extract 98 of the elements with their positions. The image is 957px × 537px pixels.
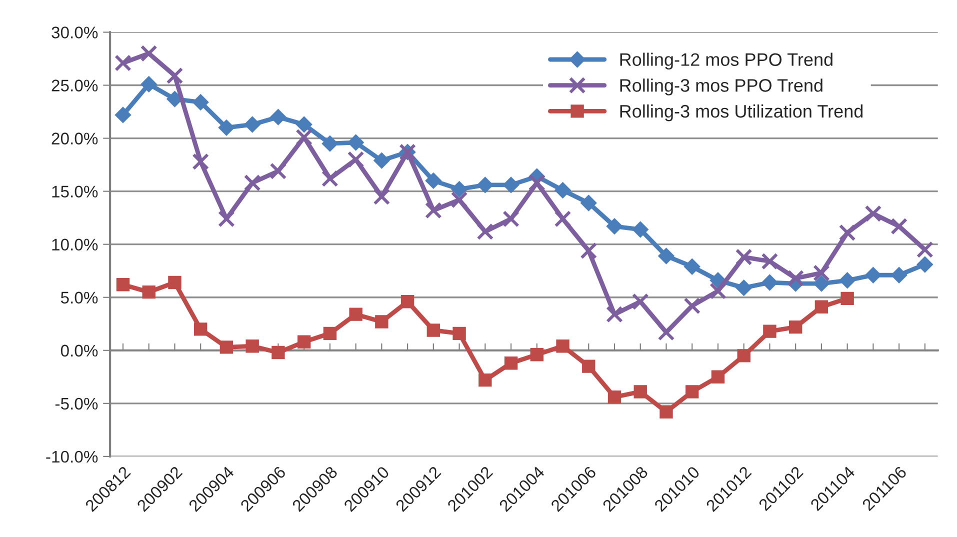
point bbox=[502, 176, 520, 194]
point bbox=[813, 275, 830, 292]
point bbox=[840, 292, 854, 306]
point bbox=[322, 135, 338, 152]
point bbox=[244, 174, 261, 192]
point bbox=[194, 322, 208, 336]
point bbox=[632, 221, 649, 238]
point bbox=[192, 153, 210, 170]
point bbox=[838, 224, 856, 242]
point bbox=[192, 94, 209, 110]
point bbox=[270, 162, 287, 180]
point bbox=[735, 248, 752, 266]
point bbox=[166, 67, 184, 84]
point bbox=[142, 285, 156, 299]
point bbox=[426, 324, 440, 337]
point bbox=[478, 373, 492, 387]
point bbox=[684, 297, 701, 314]
point bbox=[890, 218, 908, 235]
point bbox=[168, 276, 182, 290]
point bbox=[246, 340, 259, 353]
y-tick-label: -10.0% bbox=[46, 450, 98, 463]
point bbox=[296, 116, 312, 133]
point bbox=[608, 390, 622, 404]
point bbox=[788, 320, 802, 334]
point bbox=[220, 340, 234, 354]
point bbox=[814, 300, 828, 314]
point bbox=[711, 370, 725, 384]
point bbox=[556, 340, 570, 353]
point bbox=[321, 170, 338, 188]
y-tick-label: 15.0% bbox=[52, 186, 98, 198]
point bbox=[582, 360, 596, 373]
point bbox=[528, 174, 546, 192]
point bbox=[606, 306, 623, 323]
point bbox=[140, 44, 158, 62]
y-tick-label: 5.0% bbox=[60, 292, 98, 304]
legend-label: Rolling-12 mos PPO Trend bbox=[620, 52, 832, 70]
point bbox=[634, 385, 647, 398]
point bbox=[606, 218, 623, 235]
point bbox=[450, 191, 468, 208]
point bbox=[296, 128, 313, 146]
point bbox=[530, 348, 544, 362]
point bbox=[580, 242, 598, 260]
point bbox=[839, 272, 856, 289]
point bbox=[373, 152, 390, 169]
point bbox=[116, 278, 130, 292]
point bbox=[373, 188, 390, 206]
point bbox=[375, 315, 388, 328]
point bbox=[787, 270, 804, 287]
point bbox=[763, 324, 776, 338]
point bbox=[737, 349, 750, 362]
point bbox=[400, 295, 414, 308]
y-tick-label: 10.0% bbox=[52, 238, 98, 251]
point bbox=[424, 202, 442, 219]
point bbox=[710, 282, 726, 300]
point bbox=[272, 346, 285, 360]
legend-label: Rolling-3 mos PPO Trend bbox=[620, 78, 822, 96]
y-tick-label: 20.0% bbox=[52, 132, 98, 144]
point bbox=[218, 210, 235, 228]
point bbox=[580, 194, 597, 212]
point bbox=[812, 264, 830, 282]
point bbox=[425, 172, 442, 189]
y-tick-label: 30.0% bbox=[52, 26, 98, 38]
point bbox=[452, 326, 466, 340]
point bbox=[348, 134, 364, 151]
point bbox=[451, 180, 468, 198]
point bbox=[916, 256, 934, 273]
point bbox=[658, 248, 674, 264]
point bbox=[916, 241, 934, 258]
point bbox=[686, 385, 699, 398]
point bbox=[347, 151, 364, 168]
point bbox=[684, 258, 700, 275]
point bbox=[554, 210, 572, 228]
point bbox=[890, 266, 908, 284]
point bbox=[244, 116, 261, 133]
y-tick-label: 0.0% bbox=[60, 344, 98, 357]
point bbox=[114, 106, 132, 124]
point bbox=[632, 293, 649, 310]
point bbox=[736, 280, 752, 296]
point bbox=[349, 308, 362, 321]
point bbox=[297, 335, 311, 349]
point bbox=[476, 176, 494, 194]
point bbox=[323, 326, 337, 340]
point bbox=[502, 210, 520, 228]
point bbox=[761, 252, 778, 270]
point bbox=[476, 223, 494, 240]
point bbox=[504, 356, 518, 370]
point bbox=[762, 274, 778, 291]
y-tick-label: 25.0% bbox=[52, 80, 98, 92]
legend-label: Rolling-3 mos Utilization Trend bbox=[620, 104, 863, 122]
point bbox=[270, 108, 286, 126]
point bbox=[864, 266, 882, 284]
point bbox=[140, 76, 158, 92]
point bbox=[864, 205, 882, 222]
point bbox=[660, 405, 673, 419]
point bbox=[554, 182, 571, 198]
y-tick-label: -5.0% bbox=[55, 398, 98, 410]
point bbox=[218, 119, 235, 136]
point bbox=[114, 54, 132, 72]
